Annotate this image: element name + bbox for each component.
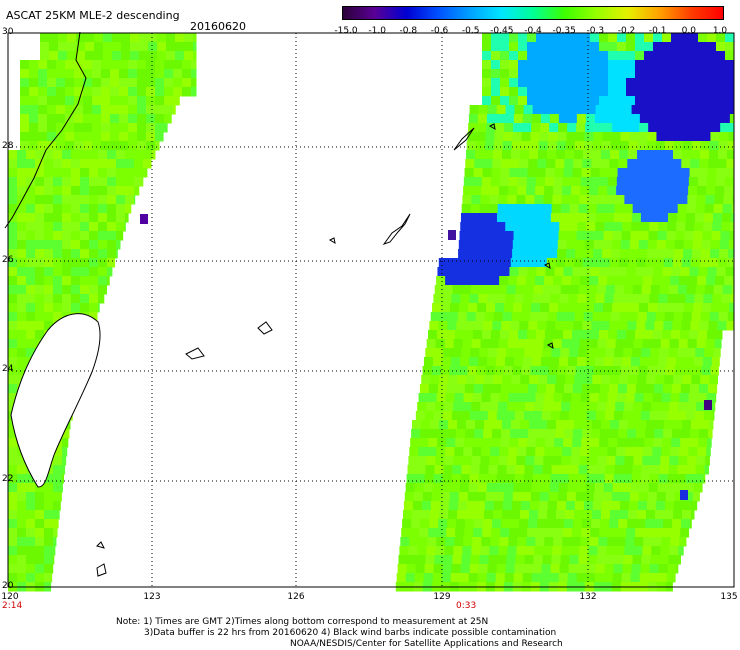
color-scale-label: 1.0 [712, 26, 728, 36]
small-island-1 [96, 541, 105, 549]
color-scale-label: -15.0 [334, 26, 358, 36]
taiwan-land [11, 313, 100, 488]
note-line-2: 3)Data buffer is 22 hrs from 20160620 4)… [144, 628, 557, 638]
graticule [8, 33, 734, 587]
lat-label-20: 20 [2, 581, 14, 591]
ishigaki-island [257, 321, 273, 335]
color-scale-label: -0.35 [552, 26, 576, 36]
color-scale-label: 0.0 [681, 26, 696, 36]
color-scale-label: -0.2 [617, 26, 636, 36]
color-scale-label: -0.1 [648, 26, 667, 36]
map-frame [7, 32, 735, 588]
note-line-3: NOAA/NESDIS/Center for Satellite Applica… [290, 639, 563, 649]
small-island-2 [96, 563, 107, 577]
lon-label-132: 132 [579, 592, 597, 602]
product-title: ASCAT 25KM MLE-2 descending [6, 9, 180, 22]
color-scale-label: -0.45 [490, 26, 514, 36]
coastlines [4, 31, 554, 577]
small-island-4 [488, 123, 496, 131]
small-island-6 [546, 342, 554, 350]
color-scale-bar [342, 6, 724, 20]
lat-label-22: 22 [2, 474, 14, 484]
swath-time-right: 0:33 [456, 601, 477, 611]
color-scale-label: -1.0 [368, 26, 386, 36]
lon-label-129: 129 [433, 592, 451, 602]
lat-label-26: 26 [2, 255, 14, 265]
swath-data-layer [8, 33, 735, 592]
color-scale-label: -0.4 [524, 26, 542, 36]
miyako-island [185, 347, 205, 360]
lon-label-123: 123 [143, 592, 161, 602]
lon-label-126: 126 [287, 592, 305, 602]
lat-label-28: 28 [2, 141, 14, 151]
lon-label-120: 120 [1, 592, 19, 602]
product-date: 20160620 [190, 20, 246, 33]
okinawa-island [382, 213, 411, 245]
color-scale-label: -0.5 [461, 26, 480, 36]
swath-time-left: 2:14 [2, 601, 23, 611]
lon-label-135: 135 [720, 592, 738, 602]
small-island-3 [328, 237, 336, 245]
small-island-5 [543, 262, 551, 270]
lat-label-30: 30 [2, 27, 14, 37]
lat-label-24: 24 [2, 364, 14, 374]
color-scale-label: -0.8 [399, 26, 418, 36]
amami-island [453, 127, 475, 151]
china-coastline [4, 31, 87, 229]
taiwan-coastline [10, 313, 101, 488]
color-scale-label: -0.6 [430, 26, 449, 36]
color-scale-label: -0.3 [586, 26, 605, 36]
note-line-1: Note: 1) Times are GMT 2)Times along bot… [116, 617, 489, 627]
